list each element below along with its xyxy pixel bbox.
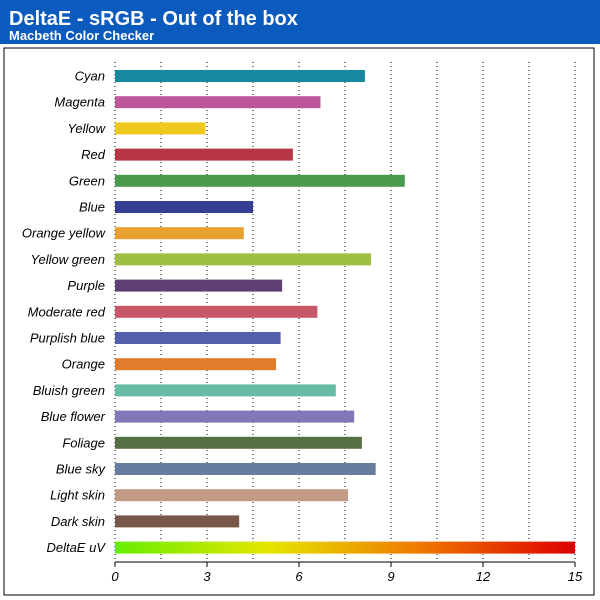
chart-subtitle: Macbeth Color Checker xyxy=(9,28,154,43)
plot-frame xyxy=(3,47,595,596)
category-label: Blue sky xyxy=(56,462,107,477)
bar-yellow xyxy=(115,122,206,135)
bar-layer xyxy=(115,70,575,554)
category-label: Green xyxy=(69,173,105,188)
bar-purple xyxy=(115,279,283,292)
x-tick-label: 15 xyxy=(568,569,583,584)
bar-blue-flower xyxy=(115,410,355,423)
category-label: Orange xyxy=(62,357,105,372)
category-label: Purplish blue xyxy=(30,331,105,346)
bar-blue xyxy=(115,201,253,213)
header-background xyxy=(0,0,600,44)
category-label: Magenta xyxy=(54,95,105,110)
bar-deltae-uv xyxy=(115,541,575,554)
bar-foliage xyxy=(115,436,362,449)
bar-magenta xyxy=(115,96,321,109)
bar-red xyxy=(115,148,293,161)
category-label: Dark skin xyxy=(51,514,105,529)
bar-purplish-blue xyxy=(115,332,281,344)
bar-moderate-red xyxy=(115,305,318,318)
category-label: Light skin xyxy=(50,488,105,503)
bar-yellow-green xyxy=(115,253,372,266)
category-label: Red xyxy=(81,147,106,162)
x-tick-label: 0 xyxy=(111,569,119,584)
category-label: Foliage xyxy=(62,435,105,450)
tick-layer: 0 3 6 9 12 15 xyxy=(111,561,583,584)
x-tick-label: 12 xyxy=(476,569,491,584)
label-layer: Cyan Magenta Yellow Red Green Blue Orange yell… xyxy=(22,69,107,556)
bar-cyan xyxy=(115,70,365,82)
category-label: DeltaE uV xyxy=(46,540,106,555)
bar-dark-skin xyxy=(115,515,240,528)
category-label: Blue xyxy=(79,200,105,215)
x-tick-label: 6 xyxy=(295,569,303,584)
x-tick-label: 9 xyxy=(387,569,394,584)
x-tick-label: 3 xyxy=(203,569,211,584)
category-label: Moderate red xyxy=(28,304,106,319)
bar-orange xyxy=(115,358,276,371)
category-label: Yellow xyxy=(67,121,106,136)
category-label: Cyan xyxy=(75,69,105,84)
bar-orange-yellow xyxy=(115,227,244,240)
category-label: Orange yellow xyxy=(22,226,107,241)
category-label: Blue flower xyxy=(41,409,106,424)
grid-layer xyxy=(114,62,576,562)
category-label: Bluish green xyxy=(33,383,105,398)
category-label: Yellow green xyxy=(31,252,105,267)
bar-bluish-green xyxy=(115,384,336,397)
category-label: Purple xyxy=(67,278,105,293)
bar-blue-sky xyxy=(115,463,376,475)
chart-title: DeltaE - sRGB - Out of the box xyxy=(9,8,298,30)
bar-green xyxy=(115,174,405,187)
bar-light-skin xyxy=(115,489,349,502)
